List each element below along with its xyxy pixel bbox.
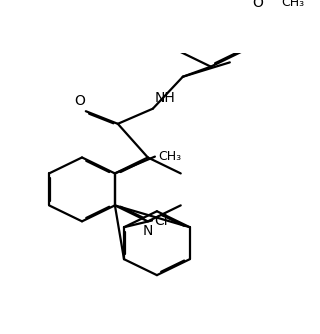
Text: Cl: Cl [154,213,168,227]
Text: NH: NH [155,91,176,105]
Text: CH₃: CH₃ [281,0,304,9]
Text: CH₃: CH₃ [158,150,181,163]
Text: O: O [252,0,263,10]
Text: O: O [74,94,85,108]
Text: N: N [143,224,153,238]
